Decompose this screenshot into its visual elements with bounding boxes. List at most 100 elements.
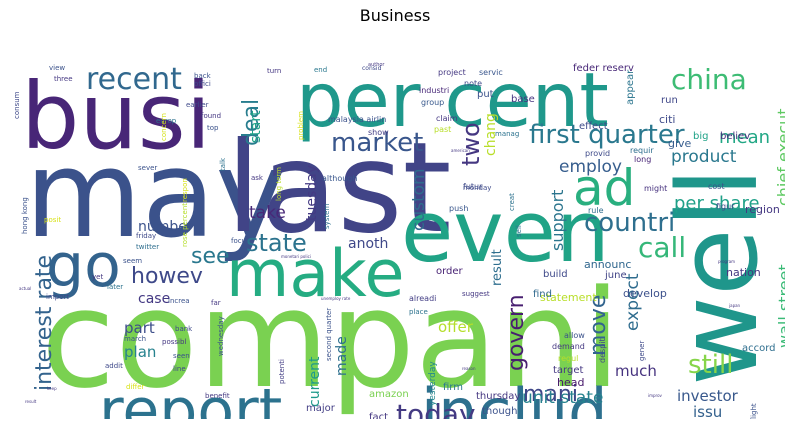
word-actual: actual [19, 286, 31, 291]
word-despit: despit [598, 338, 607, 363]
word-bank: bank [175, 325, 193, 333]
word-chief-execut: chief execut [774, 108, 785, 206]
word-though: though [482, 406, 517, 417]
word-citi: citi [659, 113, 675, 126]
word-deal: deal [239, 99, 264, 146]
word-ad: ad [573, 159, 635, 217]
word-nation: nation [726, 266, 761, 279]
word-monday: monday [463, 184, 491, 192]
word-base: base [511, 94, 535, 105]
word-per-cent: per cent [296, 56, 609, 144]
word-addit: addit [105, 362, 123, 370]
word-turn: turn [267, 67, 281, 75]
word-report: report [99, 376, 282, 419]
word-airlin-flight: airlin flight [750, 403, 758, 419]
word-seen: seen [173, 352, 190, 360]
word-well: well [654, 167, 782, 386]
word-demand: demand [552, 342, 585, 351]
word-develop: develop [623, 287, 667, 300]
word-part: part [124, 319, 155, 337]
word-result: result [25, 399, 37, 404]
word-run: run [661, 95, 678, 106]
word-claim: claim [436, 114, 458, 123]
word-effect: effect [579, 121, 608, 132]
word-group: group [421, 98, 444, 107]
word-respon: respon [181, 178, 189, 202]
word-project: project [438, 68, 466, 77]
word-wednesday: wednesday [217, 316, 225, 356]
word-rose-percent: rose percent [181, 203, 189, 247]
word-earlier: earlier [186, 101, 209, 109]
word-tuesday: tuesday [304, 165, 320, 221]
word-later: later [107, 283, 123, 291]
word-place: place [409, 308, 428, 316]
word-april: april [623, 417, 647, 419]
word-servic: servic [479, 68, 503, 77]
word-sell: sell [515, 225, 523, 237]
word-still: still [688, 350, 733, 380]
word-twitter: twitter [136, 243, 159, 251]
word-author: author [368, 62, 385, 68]
word-might: might [644, 184, 667, 193]
word-found: found [201, 112, 221, 120]
word-interest-rate: interest rate [32, 255, 57, 391]
word-anoth: anoth [348, 236, 388, 252]
word-lead: lead [336, 417, 360, 419]
word-creat: creat [508, 193, 516, 211]
word-monetari-polici: monetari polici [281, 254, 311, 259]
word-march: march [124, 335, 146, 343]
word-yet: yet [92, 273, 103, 281]
word-unit-state: unit state [522, 388, 603, 408]
word-order: order [436, 266, 464, 277]
word-reason: reason [462, 366, 476, 371]
word-give: give [668, 137, 692, 150]
word-wall-street: wall street [775, 264, 785, 348]
word-amazon: amazon [369, 389, 409, 400]
word-statement: statement [540, 291, 597, 304]
word-back: back [194, 72, 212, 80]
word-made: made [334, 336, 350, 376]
word-potenti: potenti [278, 359, 286, 384]
word-top: top [207, 124, 219, 132]
word-move: move [586, 295, 611, 356]
word-push: push [449, 204, 468, 213]
word-keep: keep [47, 386, 57, 391]
word-recent: recent [86, 62, 182, 97]
word-seem: seem [123, 257, 142, 265]
word-ask: ask [251, 174, 264, 182]
word-yesterday: yesterday [428, 361, 438, 406]
word-industri: industri [419, 86, 449, 95]
word-alreadi: alreadi [409, 294, 436, 303]
word-china: china [671, 63, 747, 96]
word-compani: compani [41, 261, 621, 418]
word-concern: concern [160, 113, 168, 141]
word-countri: countri [584, 208, 675, 238]
word-firm: firm [443, 382, 463, 393]
word-make: make [226, 237, 404, 312]
word-offer: offer [438, 318, 474, 336]
word-number: number [138, 219, 193, 235]
word-per-share: per share [674, 193, 760, 214]
word-put: put [477, 89, 494, 100]
word-product: product [671, 147, 737, 167]
word-long-term: long term [275, 167, 283, 201]
word-go: go [46, 231, 121, 301]
word-program: program [718, 259, 735, 264]
word-june: june [604, 270, 627, 281]
word-big: big [693, 131, 708, 142]
word-appear: appear [625, 69, 636, 105]
word-cost: cost [708, 182, 725, 191]
chart-title: Business [359, 6, 431, 25]
word-current: current [307, 356, 323, 407]
word-futur: futur [463, 182, 483, 191]
word-target: target [553, 365, 583, 376]
word-import: import [46, 293, 69, 301]
word-europ: europ [156, 117, 177, 125]
word-view: view [49, 64, 65, 72]
word-figur: figur [716, 202, 735, 211]
word-expect: expect [623, 273, 643, 331]
word-end: end [314, 66, 327, 74]
word-consum: consum [13, 91, 21, 119]
